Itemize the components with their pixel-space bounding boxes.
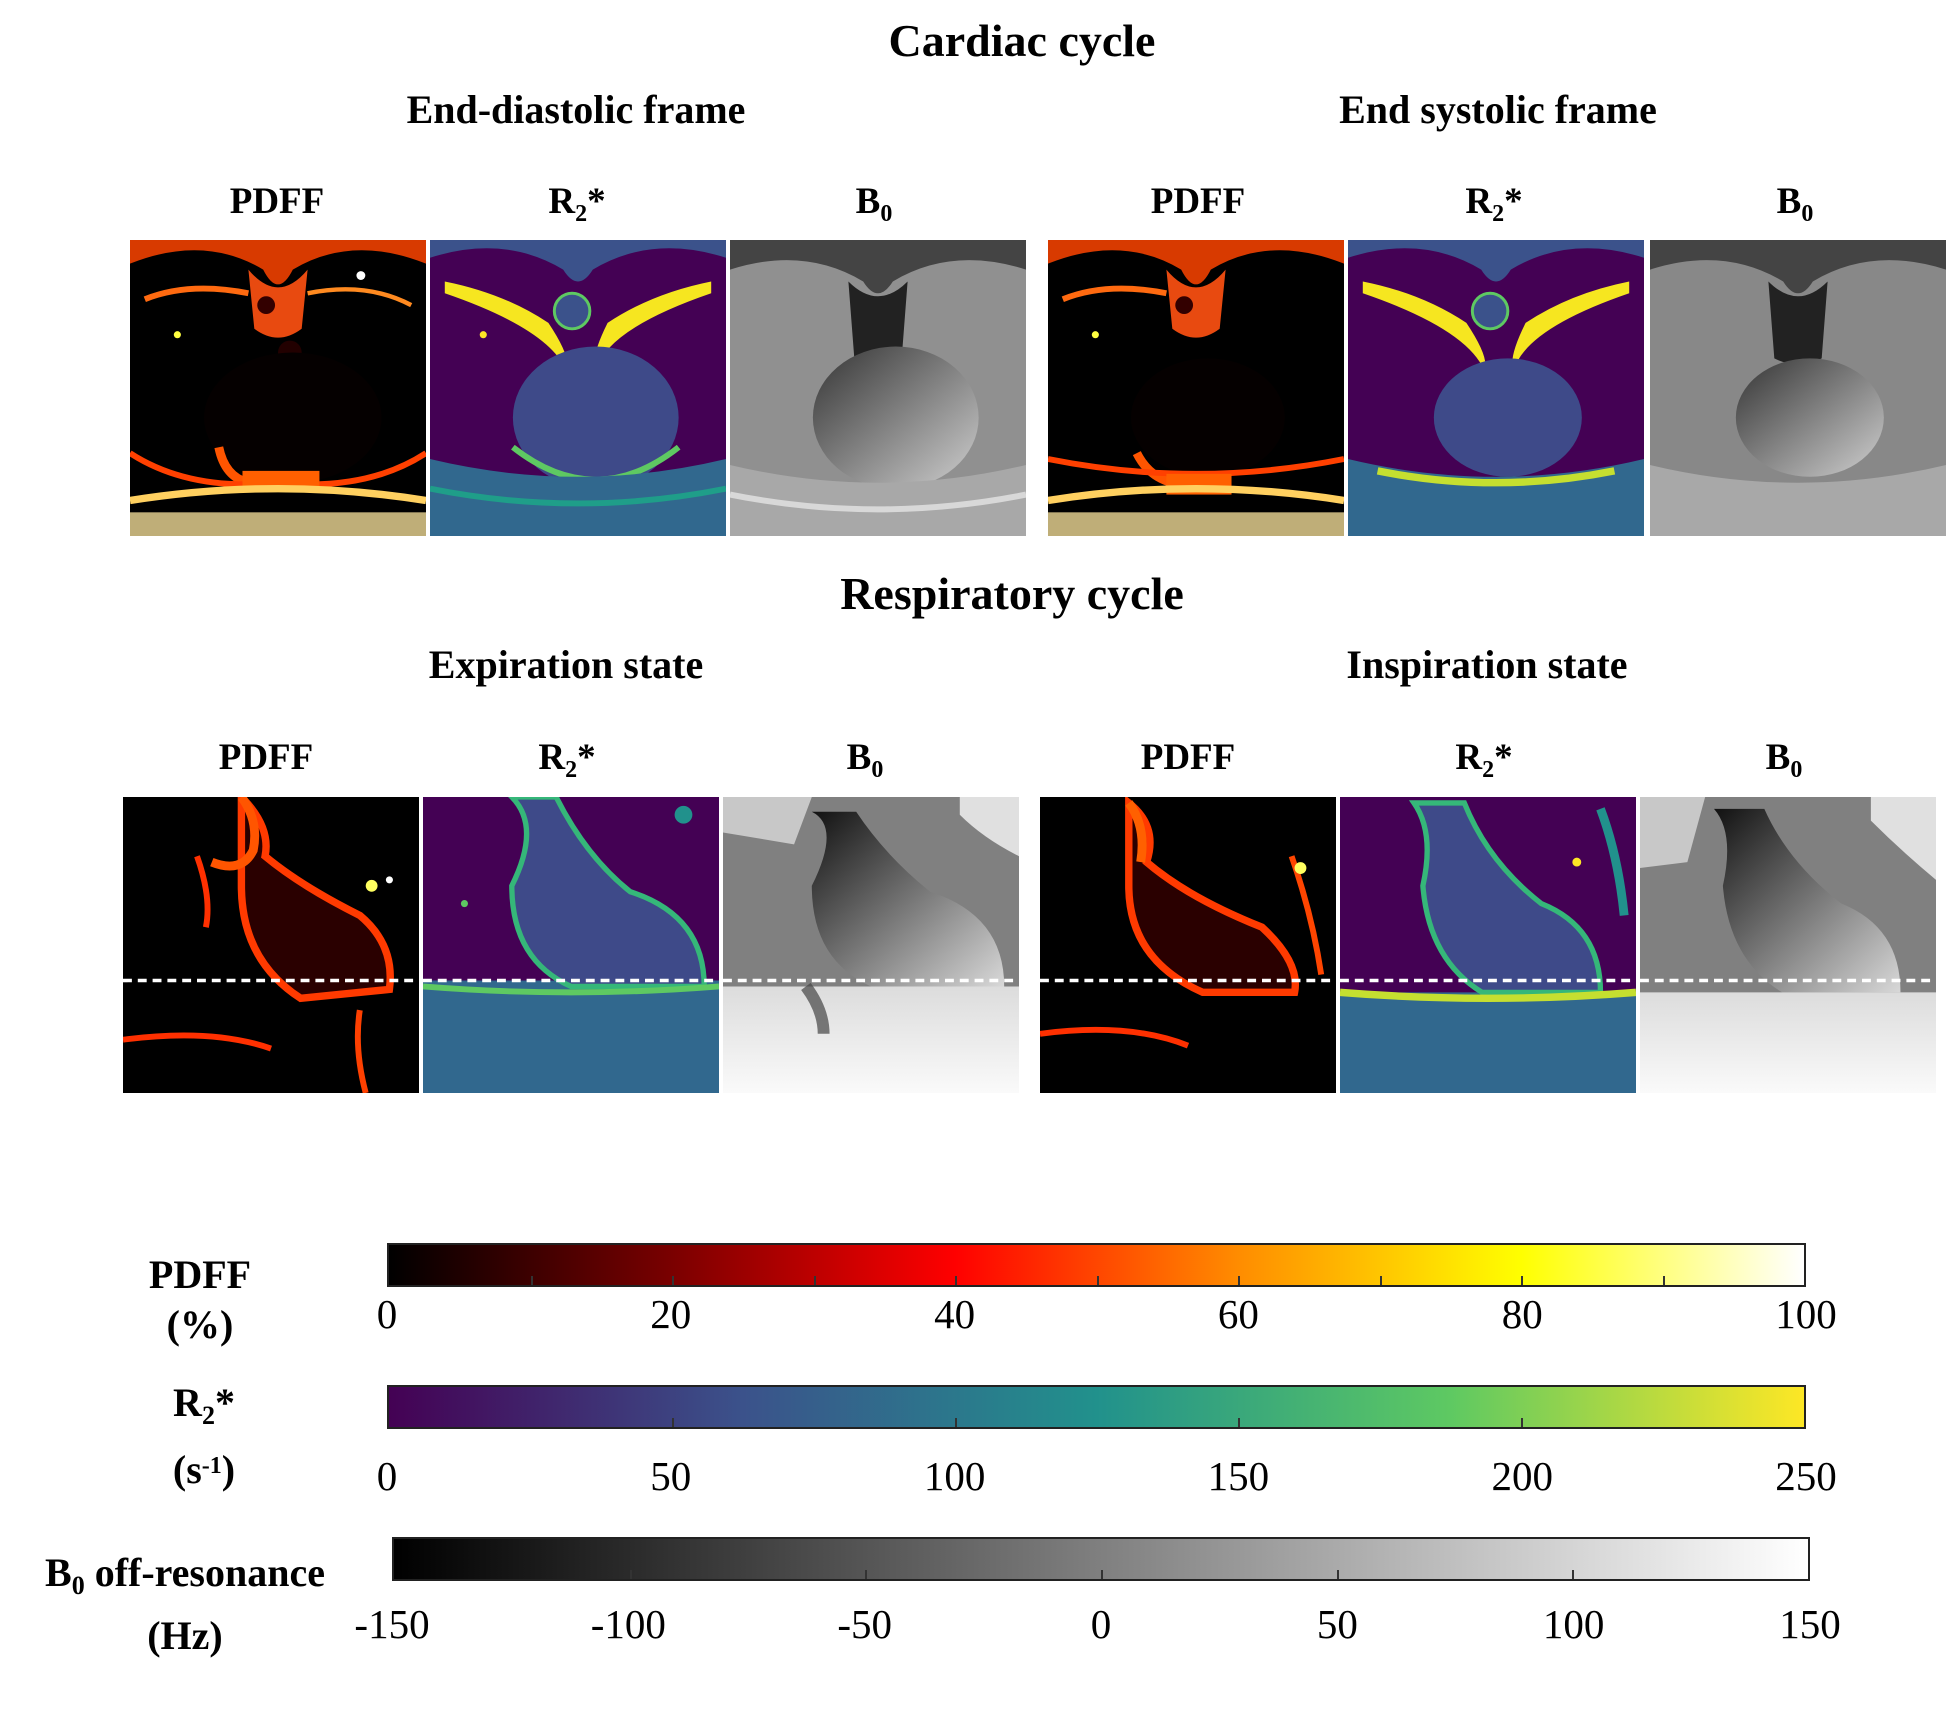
b0-colorbar-tick-label: -100 [590, 1601, 666, 1647]
r2-colorbar-tick-label: 200 [1491, 1453, 1553, 1499]
label-b0-ed: B0 [855, 181, 893, 227]
pdff-colorbar-tick [813, 1276, 816, 1285]
b0-colorbar-tick [1336, 1570, 1339, 1579]
pdff-colorbar [387, 1243, 1806, 1287]
b0-colorbar-tick [1101, 1570, 1103, 1579]
label-b0-es: B0 [1776, 181, 1814, 227]
r2-colorbar-tick-label: 0 [376, 1453, 398, 1499]
b0-colorbar-tick-label: -150 [354, 1601, 430, 1647]
pdff-colorbar-tick [1096, 1276, 1099, 1285]
r2-colorbar-tick [955, 1418, 957, 1427]
pdff-colorbar-tick [955, 1276, 957, 1285]
pdff-colorbar-tick-label: 0 [376, 1291, 398, 1337]
pdff-colorbar-tick-label: 40 [934, 1291, 976, 1337]
b0-map-end-systolic [1650, 240, 1946, 536]
r2-colorbar-tick [1521, 1418, 1523, 1427]
b0-map-expiration [723, 797, 1019, 1093]
pdff-map-end-systolic [1048, 240, 1344, 536]
r2-map-inspiration [1340, 797, 1636, 1093]
label-b0-exp: B0 [846, 737, 884, 783]
label-r2-es: R2* [1465, 181, 1523, 227]
cardiac-cycle-title: Cardiac cycle [888, 15, 1156, 66]
end-diastolic-title: End-diastolic frame [406, 87, 746, 132]
r2-colorbar-tick [672, 1418, 674, 1427]
label-pdff-insp: PDFF [1140, 737, 1236, 778]
pdff-colorbar-tick [1379, 1276, 1382, 1285]
r2-colorbar-label: R2* (s-1) [172, 1380, 236, 1492]
b0-colorbar-tick [865, 1570, 868, 1579]
r2-colorbar-tick-label: 150 [1207, 1453, 1270, 1499]
pdff-colorbar-tick [1662, 1276, 1665, 1285]
b0-colorbar-tick-label: 50 [1316, 1601, 1358, 1647]
label-b0-insp: B0 [1765, 737, 1803, 783]
pdff-colorbar-tick [530, 1276, 533, 1285]
pdff-colorbar-tick-label: 80 [1501, 1291, 1543, 1337]
pdff-colorbar-tick-label: 60 [1217, 1291, 1259, 1337]
b0-colorbar-tick-label: -50 [837, 1601, 892, 1647]
b0-colorbar-tick-label: 100 [1542, 1601, 1605, 1647]
b0-colorbar-tick [629, 1570, 632, 1579]
pdff-map-expiration [123, 797, 419, 1093]
label-pdff-ed: PDFF [229, 181, 325, 222]
pdff-map-inspiration [1040, 797, 1336, 1093]
pdff-colorbar-tick [1238, 1276, 1240, 1285]
r2-colorbar-tick-label: 50 [650, 1453, 692, 1499]
b0-colorbar-tick-label: 0 [1090, 1601, 1112, 1647]
b0-colorbar-tick-label: 150 [1779, 1601, 1841, 1647]
b0-map-end-diastolic [730, 240, 1026, 536]
pdff-colorbar-tick [672, 1276, 674, 1285]
label-pdff-exp: PDFF [218, 737, 314, 778]
respiratory-cycle-title: Respiratory cycle [840, 568, 1184, 619]
pdff-colorbar-tick-label: 20 [650, 1291, 692, 1337]
label-r2-ed: R2* [548, 181, 606, 227]
b0-colorbar-label: B0 off-resonance (Hz) [45, 1550, 325, 1658]
b0-colorbar [392, 1537, 1810, 1581]
label-pdff-es: PDFF [1150, 181, 1246, 222]
r2-colorbar-tick [1238, 1418, 1240, 1427]
pdff-colorbar-tick-label: 100 [1775, 1291, 1837, 1337]
pdff-map-end-diastolic [130, 240, 426, 536]
inspiration-title: Inspiration state [1346, 642, 1628, 687]
pdff-colorbar-tick [1521, 1276, 1523, 1285]
end-systolic-title: End systolic frame [1339, 87, 1657, 132]
r2-map-end-diastolic [430, 240, 726, 536]
r2-colorbar-tick-label: 250 [1775, 1453, 1837, 1499]
label-r2-insp: R2* [1455, 737, 1513, 783]
expiration-title: Expiration state [428, 642, 704, 687]
r2-map-expiration [423, 797, 719, 1093]
b0-map-inspiration [1640, 797, 1936, 1093]
r2-map-end-systolic [1348, 240, 1644, 536]
label-r2-exp: R2* [538, 737, 596, 783]
pdff-colorbar-label: PDFF (%) [148, 1252, 252, 1347]
b0-colorbar-tick [1572, 1570, 1575, 1579]
r2-colorbar-tick-label: 100 [923, 1453, 986, 1499]
r2-colorbar [387, 1385, 1806, 1429]
